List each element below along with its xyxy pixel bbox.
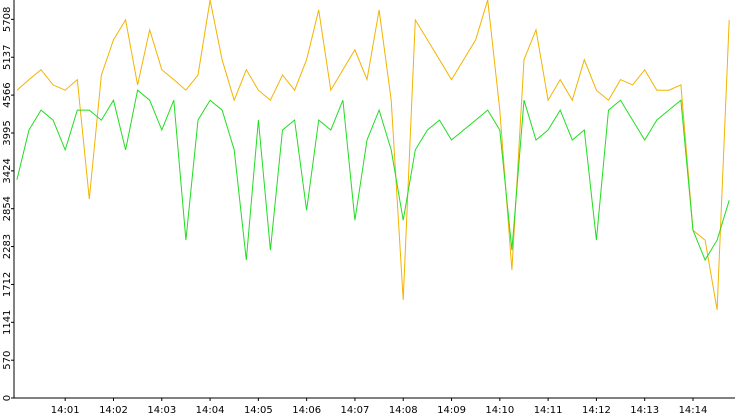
x-tick-label: 14:09 <box>437 405 466 415</box>
series-line <box>16 0 730 310</box>
y-tick-label: 3995 <box>2 120 13 145</box>
y-tick-label: 1712 <box>2 272 13 297</box>
y-tick-label: 5137 <box>2 45 13 70</box>
x-tick-label: 14:11 <box>534 405 563 415</box>
x-tick-label: 14:04 <box>196 405 225 415</box>
x-tick-label: 14:06 <box>292 405 321 415</box>
y-tick-label: 2283 <box>2 234 13 259</box>
x-tick-label: 14:13 <box>630 405 659 415</box>
y-tick-label: 4566 <box>2 82 13 107</box>
x-tick-label: 14:12 <box>582 405 611 415</box>
x-tick-label: 14:08 <box>389 405 418 415</box>
y-tick-label: 1141 <box>2 310 13 335</box>
x-tick-label: 14:01 <box>51 405 80 415</box>
y-tick-label: 2854 <box>2 196 13 221</box>
y-tick-label: 0 <box>2 395 13 401</box>
x-tick-label: 14:03 <box>147 405 176 415</box>
x-tick-label: 14:07 <box>341 405 370 415</box>
y-tick-label: 3424 <box>2 158 13 183</box>
x-tick-label: 14:05 <box>244 405 273 415</box>
y-tick-label: 5708 <box>2 7 13 32</box>
y-tick-label: 570 <box>2 351 13 370</box>
x-tick-label: 14:02 <box>99 405 128 415</box>
x-tick-label: 14:14 <box>679 405 708 415</box>
series-line <box>16 89 730 262</box>
x-tick-label: 14:10 <box>485 405 514 415</box>
